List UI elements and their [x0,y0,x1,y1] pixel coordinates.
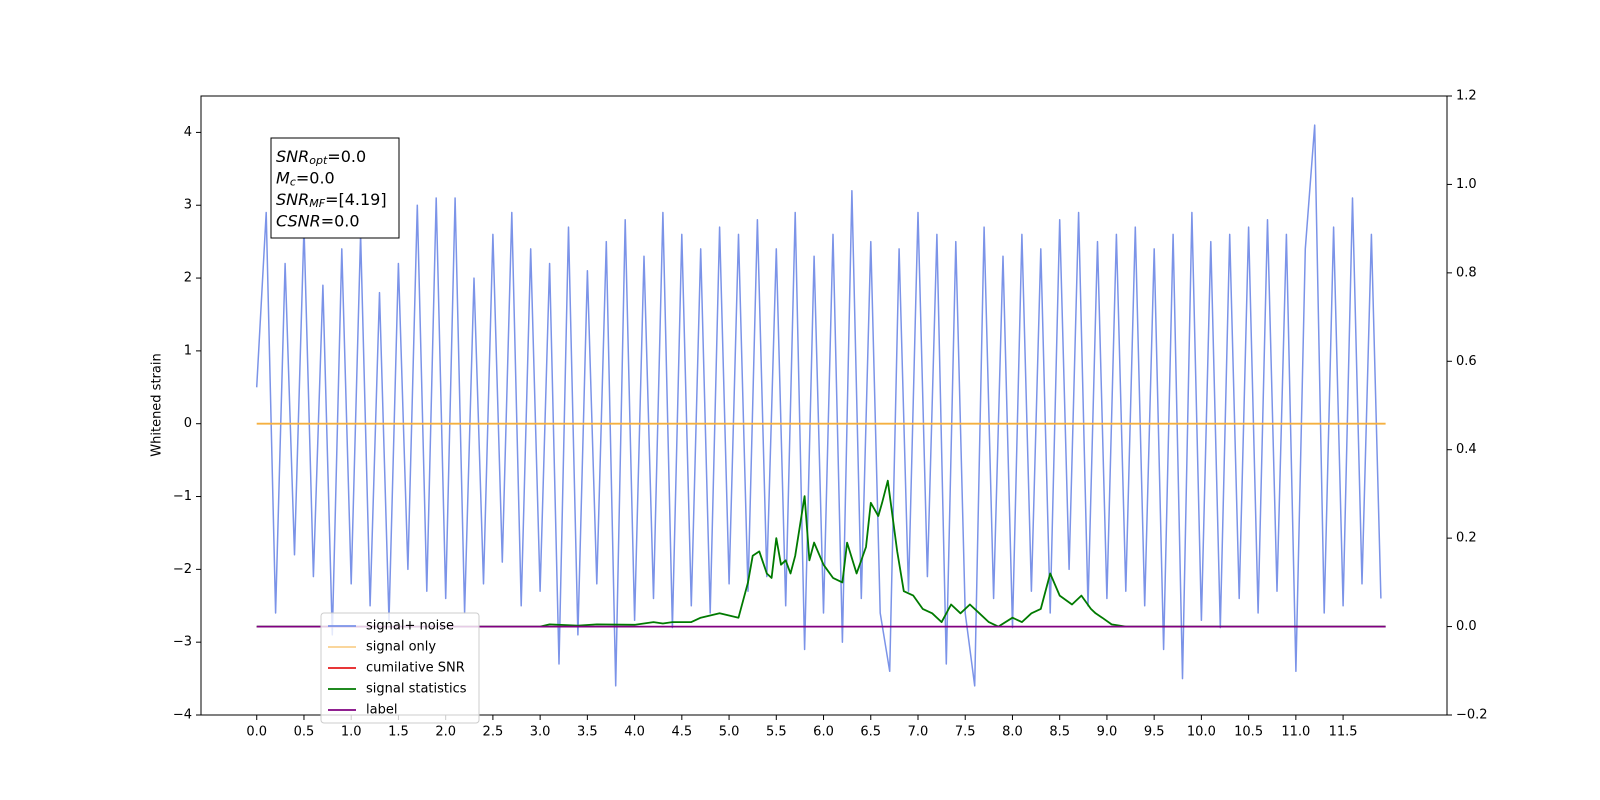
y-tick-label: −1 [173,489,192,504]
legend-label: signal statistics [366,682,467,697]
annotation-rest: =0.0 [327,147,366,166]
annotation-main: SNR [276,190,309,209]
y2-tick-label: 1.2 [1456,89,1477,104]
annotation-line: CSNR=0.0 [276,211,360,230]
y-axis-label: Whitened strain [150,353,165,456]
y-tick-label: −3 [173,635,192,650]
x-tick-label: 11.0 [1281,725,1310,740]
annotation-sub: opt [309,154,328,167]
x-tick-label: 8.0 [1002,725,1023,740]
y-tick-label: 3 [184,198,192,213]
annotation-sub: c [290,176,296,189]
x-tick-label: 1.5 [388,725,409,740]
y-tick-label: −4 [173,708,192,723]
x-tick-label: 5.5 [766,725,787,740]
y-tick-label: 2 [184,271,192,286]
y2-tick-label: 0.2 [1456,531,1477,546]
annotation-main: SNR [276,147,309,166]
x-tick-label: 11.5 [1329,725,1358,740]
series-line [256,479,1386,628]
x-tick-label: 4.0 [624,725,645,740]
x-tick-label: 7.0 [908,725,929,740]
x-tick-label: 6.0 [813,725,834,740]
annotation-rest: =[4.19] [325,190,387,209]
y-tick-label: 0 [184,416,192,431]
x-tick-label: 9.5 [1144,725,1165,740]
x-tick-label: 1.0 [341,725,362,740]
legend-label: signal+ noise [366,619,454,634]
x-tick-label: 4.5 [671,725,692,740]
annotation-rest: =0.0 [321,211,360,230]
y2-tick-label: −0.2 [1456,708,1488,723]
annotation-line: Mc=0.0 [276,168,335,189]
x-tick-label: 10.0 [1187,725,1216,740]
x-tick-label: 0.5 [294,725,315,740]
annotation-box [270,137,400,239]
y-tick-label: −2 [173,562,192,577]
legend-label: signal only [366,640,436,655]
x-tick-label: 2.0 [435,725,456,740]
x-tick-label: 10.5 [1234,725,1263,740]
annotation-rest: =0.0 [296,168,335,187]
y2-tick-label: 0.6 [1456,354,1477,369]
x-tick-label: 0.0 [246,725,267,740]
y-tick-label: 1 [184,343,192,358]
legend-box [320,612,480,724]
x-tick-label: 2.5 [483,725,504,740]
legend-label: cumilative SNR [366,661,465,676]
x-tick-label: 9.0 [1097,725,1118,740]
annotation-main: CSNR [276,211,321,230]
x-tick-label: 3.5 [577,725,598,740]
axes-frame [200,95,1448,716]
y2-tick-label: 0.4 [1456,442,1477,457]
annotation-line: SNRMF=[4.19] [276,190,387,211]
x-tick-label: 3.0 [530,725,551,740]
annotation-main: M [276,168,290,187]
x-tick-label: 6.5 [860,725,881,740]
y2-tick-label: 0.0 [1456,619,1477,634]
y-tick-label: 4 [184,125,192,140]
annotation-line: SNRopt=0.0 [276,147,366,168]
x-tick-label: 7.5 [955,725,976,740]
series-line [255,124,1382,687]
annotation-sub: MF [309,197,325,210]
x-tick-label: 8.5 [1049,725,1070,740]
y2-tick-label: 1.0 [1456,177,1477,192]
y2-tick-label: 0.8 [1456,265,1477,280]
x-tick-label: 5.0 [719,725,740,740]
legend-label: label [366,703,397,718]
